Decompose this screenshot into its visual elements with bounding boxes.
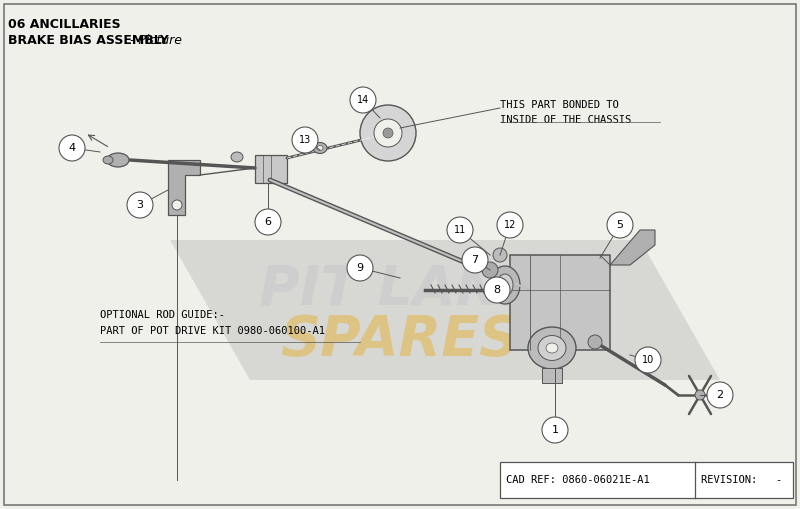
Text: 11: 11 (454, 225, 466, 235)
Text: THIS PART BONDED TO
INSIDE OF THE CHASSIS: THIS PART BONDED TO INSIDE OF THE CHASSI… (500, 100, 631, 125)
Ellipse shape (546, 343, 558, 353)
Ellipse shape (497, 274, 513, 296)
Circle shape (255, 209, 281, 235)
Text: BRAKE BIAS ASSEMBLY: BRAKE BIAS ASSEMBLY (8, 34, 169, 47)
Bar (255, 155, 287, 183)
Circle shape (360, 105, 416, 161)
Text: 3: 3 (137, 200, 143, 210)
Text: CAD REF: 0860-06021E-A1: CAD REF: 0860-06021E-A1 (506, 475, 650, 485)
Circle shape (497, 212, 523, 238)
Polygon shape (170, 240, 720, 380)
Text: 10: 10 (642, 355, 654, 365)
Text: 4: 4 (69, 143, 75, 153)
Ellipse shape (231, 152, 243, 162)
Circle shape (482, 262, 498, 278)
Circle shape (127, 192, 153, 218)
Text: 9: 9 (357, 263, 363, 273)
Circle shape (350, 87, 376, 113)
Ellipse shape (107, 153, 129, 167)
Text: PIT LANE: PIT LANE (259, 263, 541, 317)
Circle shape (607, 212, 633, 238)
Text: SPARES: SPARES (281, 313, 519, 367)
Ellipse shape (490, 266, 520, 304)
Text: 5: 5 (617, 220, 623, 230)
Polygon shape (168, 160, 200, 215)
Circle shape (383, 128, 393, 138)
Bar (500, 462, 793, 498)
Text: - Picture: - Picture (126, 34, 182, 47)
Ellipse shape (313, 143, 327, 154)
Text: 2: 2 (717, 390, 723, 400)
Circle shape (484, 277, 510, 303)
Text: 12: 12 (504, 220, 516, 230)
Circle shape (59, 135, 85, 161)
Ellipse shape (538, 335, 566, 360)
Ellipse shape (317, 146, 323, 151)
Text: 14: 14 (357, 95, 369, 105)
Text: PART OF POT DRIVE KIT 0980-060100-A1: PART OF POT DRIVE KIT 0980-060100-A1 (100, 326, 325, 336)
Circle shape (695, 390, 705, 400)
Circle shape (493, 248, 507, 262)
Bar (510, 255, 610, 350)
Circle shape (172, 200, 182, 210)
Circle shape (374, 119, 402, 147)
Circle shape (588, 335, 602, 349)
Text: 6: 6 (265, 217, 271, 227)
Circle shape (292, 127, 318, 153)
Text: REVISION:   -: REVISION: - (701, 475, 782, 485)
Circle shape (347, 255, 373, 281)
Circle shape (462, 247, 488, 273)
Text: 06 ANCILLARIES: 06 ANCILLARIES (8, 18, 121, 31)
Ellipse shape (103, 156, 113, 164)
Text: 7: 7 (471, 255, 478, 265)
Circle shape (542, 417, 568, 443)
Ellipse shape (528, 327, 576, 369)
Text: 8: 8 (494, 285, 501, 295)
Polygon shape (610, 230, 655, 265)
Text: OPTIONAL ROD GUIDE:-: OPTIONAL ROD GUIDE:- (100, 310, 225, 320)
Circle shape (635, 347, 661, 373)
Circle shape (447, 217, 473, 243)
Bar (542, 368, 562, 383)
Text: 1: 1 (551, 425, 558, 435)
Text: 13: 13 (299, 135, 311, 145)
Circle shape (707, 382, 733, 408)
